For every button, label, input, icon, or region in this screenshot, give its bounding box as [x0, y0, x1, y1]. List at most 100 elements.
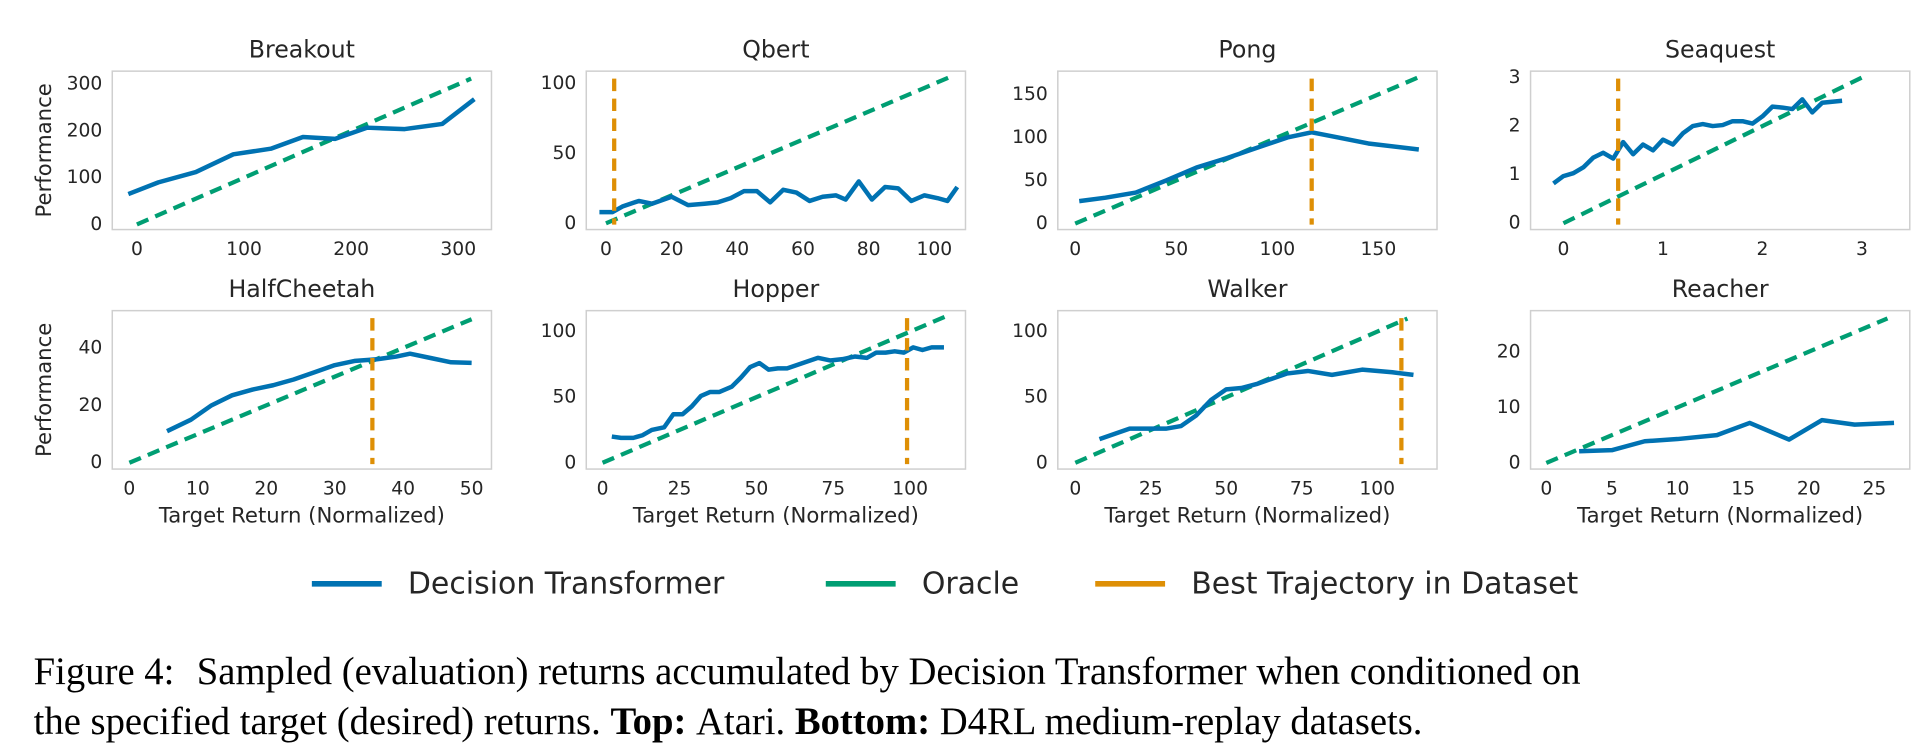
y-tick-label: 0: [90, 214, 102, 235]
legend-label: Oracle: [922, 567, 1019, 602]
subplot: Qbert 0 20 40 60 80 100 0 50 100: [541, 36, 967, 260]
subplot: Breakout 0 100 200 300 0 100 200 300 Performance: [31, 36, 493, 260]
caption-line: the specified target (desired) returns. …: [34, 701, 1423, 743]
x-tick-label: 0: [131, 239, 143, 260]
x-tick-label: 50: [744, 479, 768, 500]
legend-label: Decision Transformer: [408, 567, 725, 602]
subplot-title: Walker: [1207, 275, 1287, 303]
oracle-line: [1074, 316, 1409, 465]
x-tick-label: 100: [916, 239, 952, 260]
x-tick-label: 75: [821, 479, 845, 500]
y-tick-label: 100: [67, 167, 103, 188]
x-tick-label: 10: [186, 479, 210, 500]
subplot-title: Hopper: [733, 275, 820, 303]
caption-text: D4RL medium-replay datasets.: [940, 701, 1423, 743]
y-tick-label: 50: [552, 143, 576, 164]
subplot: Seaquest 0 1 2 3 0 1 2 3: [1509, 36, 1911, 260]
x-tick-label: 80: [857, 239, 881, 260]
oracle-line: [1562, 75, 1863, 226]
x-tick-label: 300: [440, 239, 476, 260]
plot-frame: [1529, 309, 1911, 470]
subplot-title: Reacher: [1672, 275, 1769, 303]
y-axis-label: Performance: [31, 83, 56, 217]
x-tick-label: 5: [1606, 479, 1618, 500]
y-tick-label: 40: [78, 337, 102, 358]
y-tick-label: 100: [541, 73, 577, 94]
y-tick-label: 300: [67, 74, 103, 95]
y-axis-label: Performance: [31, 323, 56, 457]
x-tick-label: 20: [254, 479, 278, 500]
series-line: [1552, 97, 1843, 186]
y-tick-label: 50: [1024, 387, 1048, 408]
y-tick-label: 100: [541, 321, 577, 342]
series-line: [127, 97, 476, 197]
x-tick-label: 0: [1557, 239, 1569, 260]
caption-text: Atari.: [696, 701, 785, 743]
caption-text: the specified target (desired) returns.: [34, 701, 601, 743]
x-tick-label: 50: [460, 479, 484, 500]
x-axis-label: Target Return (Normalized): [1576, 502, 1863, 527]
plot-frame: [111, 309, 493, 470]
y-tick-label: 100: [1012, 321, 1048, 342]
x-tick-label: 100: [1259, 239, 1295, 260]
x-tick-label: 25: [668, 479, 692, 500]
x-tick-label: 20: [660, 239, 684, 260]
series-line: [1579, 417, 1895, 454]
legend: Decision Transformer Oracle Best Trajector…: [311, 567, 1579, 602]
x-tick-label: 100: [1359, 479, 1395, 500]
series-line: [166, 351, 472, 434]
y-tick-label: 0: [90, 452, 102, 473]
subplot-title: HalfCheetah: [228, 275, 375, 303]
subplot-title: Seaquest: [1665, 36, 1775, 64]
x-tick-label: 25: [1139, 479, 1163, 500]
x-axis-label: Target Return (Normalized): [158, 502, 445, 527]
plot-frame: [1057, 70, 1438, 231]
y-tick-label: 20: [1497, 341, 1521, 362]
x-tick-label: 30: [323, 479, 347, 500]
x-tick-label: 0: [600, 239, 612, 260]
y-tick-label: 50: [1024, 170, 1048, 191]
caption-bold: Top:: [610, 701, 686, 743]
y-tick-label: 100: [1012, 127, 1048, 148]
subplot: Pong 0 50 100 150 0 50 100 150: [1012, 36, 1438, 260]
oracle-line: [128, 317, 473, 465]
series-line: [599, 179, 960, 215]
x-tick-label: 50: [1164, 239, 1188, 260]
y-tick-label: 0: [1509, 213, 1521, 234]
series-line: [1098, 367, 1414, 442]
y-tick-label: 0: [564, 213, 576, 234]
x-axis-label: Target Return (Normalized): [632, 502, 919, 527]
y-tick-label: 0: [1036, 452, 1048, 473]
y-tick-label: 200: [67, 120, 103, 141]
y-tick-label: 10: [1497, 397, 1521, 418]
x-tick-label: 20: [1797, 479, 1821, 500]
x-tick-label: 60: [791, 239, 815, 260]
x-tick-label: 3: [1856, 239, 1868, 260]
caption-bold: Bottom:: [795, 701, 930, 743]
caption-text: Sampled (evaluation) returns accumulated…: [197, 651, 1581, 693]
x-tick-label: 75: [1290, 479, 1314, 500]
y-tick-label: 20: [78, 395, 102, 416]
y-tick-label: 0: [1509, 452, 1521, 473]
x-tick-label: 0: [1069, 239, 1081, 260]
caption-label: Figure 4:: [34, 651, 175, 693]
x-tick-label: 150: [1361, 239, 1397, 260]
y-tick-label: 0: [564, 452, 576, 473]
subplot-title: Pong: [1218, 36, 1276, 64]
y-tick-label: 50: [552, 387, 576, 408]
x-tick-label: 100: [892, 479, 928, 500]
y-tick-label: 3: [1509, 67, 1521, 88]
x-tick-label: 0: [1069, 479, 1081, 500]
legend-label: Best Trajectory in Dataset: [1191, 567, 1578, 602]
x-tick-label: 100: [226, 239, 262, 260]
plot-frame: [585, 70, 967, 231]
series-line: [1078, 130, 1420, 204]
oracle-line: [601, 313, 948, 465]
x-tick-label: 1: [1657, 239, 1669, 260]
oracle-line: [136, 76, 472, 227]
plot-frame: [585, 309, 967, 470]
y-tick-label: 2: [1509, 116, 1521, 137]
